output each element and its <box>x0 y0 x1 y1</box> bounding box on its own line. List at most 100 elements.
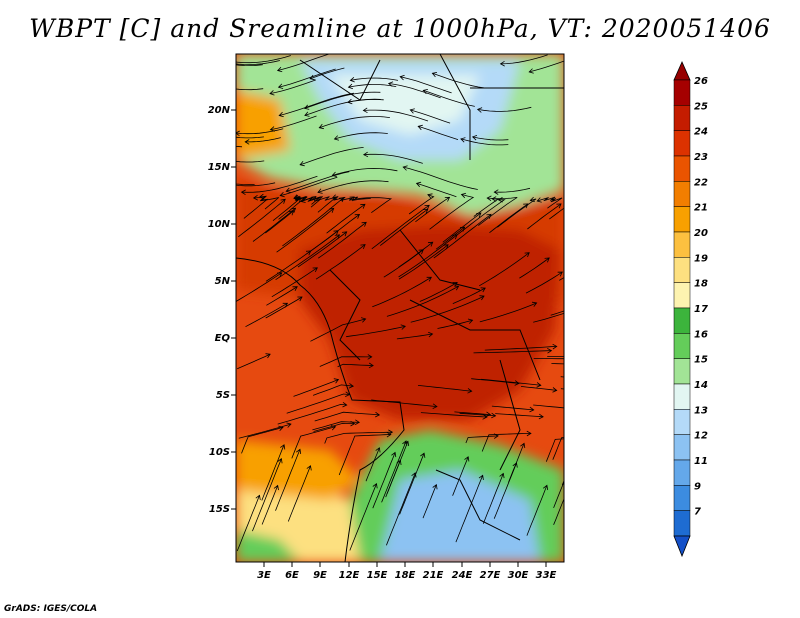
streamline-arrow <box>544 257 550 263</box>
streamline-arrow <box>221 85 225 90</box>
streamline <box>465 435 499 444</box>
streamline <box>275 449 301 511</box>
streamline <box>481 433 531 452</box>
northwest-orange <box>236 90 290 160</box>
streamline <box>560 376 564 378</box>
streamline-arrow <box>557 271 563 277</box>
streamline <box>396 333 433 340</box>
streamline <box>236 55 291 64</box>
streamline-arrow <box>580 305 585 310</box>
colorbar-label-11: 11 <box>694 456 708 467</box>
colorbar-box-12 <box>673 434 691 461</box>
streamline <box>423 90 475 107</box>
streamline-arrow <box>426 276 432 282</box>
streamline-arrow <box>402 165 408 171</box>
colorbar: 26 25 24 23 22 21 20 19 18 17 16 15 14 13 12 11 9 7 <box>673 61 708 558</box>
streamlines <box>215 54 616 552</box>
streamline-arrow <box>333 230 339 236</box>
streamline-arrow <box>215 59 220 64</box>
streamline <box>269 79 317 94</box>
streamline-arrow <box>415 181 422 188</box>
streamline <box>386 285 459 317</box>
streamline-arrow <box>552 387 558 393</box>
streamline <box>304 98 381 116</box>
streamline-arrow <box>420 452 426 458</box>
streamline-arrow <box>258 193 265 200</box>
streamline-arrow <box>486 195 492 202</box>
streamline <box>286 171 350 192</box>
streamline-arrow <box>595 363 599 368</box>
streamline-arrow <box>552 343 558 350</box>
colorbar-box-15 <box>673 358 691 385</box>
streamline-arrow <box>612 433 616 438</box>
streamline <box>293 379 339 397</box>
streamline <box>236 60 280 66</box>
streamline-arrow <box>482 414 488 420</box>
streamline-arrow <box>333 378 340 384</box>
streamline-arrow <box>265 353 271 359</box>
streamline-arrow <box>354 419 360 425</box>
streamline <box>236 495 260 552</box>
streamline <box>372 452 396 509</box>
streamline <box>238 198 286 238</box>
streamline <box>280 176 338 196</box>
streamline <box>282 197 344 247</box>
streamline <box>553 497 564 525</box>
streamline-arrow <box>467 318 474 324</box>
congo-hot-core <box>300 225 560 420</box>
streamline <box>500 54 548 65</box>
streamline-arrow <box>240 189 246 196</box>
south-blue <box>380 470 540 562</box>
streamline <box>429 194 475 230</box>
streamline <box>319 116 390 129</box>
streamline <box>363 153 423 164</box>
streamline <box>533 358 564 360</box>
streamline-arrow <box>391 451 397 458</box>
streamline <box>272 197 302 222</box>
streamline <box>348 84 397 88</box>
streamline-arrow <box>280 198 286 204</box>
streamline <box>236 88 264 91</box>
streamline-arrow <box>279 192 285 198</box>
colorbar-bottom-arrow <box>673 535 691 558</box>
streamline <box>479 252 530 287</box>
streamline-arrow <box>491 196 497 202</box>
streamline <box>308 230 339 253</box>
streamline <box>252 458 282 532</box>
streamline-arrow <box>276 66 283 73</box>
streamline-arrow <box>367 354 373 360</box>
streamline <box>265 296 303 319</box>
streamline-arrow <box>286 422 292 428</box>
streamline <box>456 199 506 236</box>
streamline-arrow <box>409 108 415 114</box>
streamline <box>527 203 562 230</box>
streamline-arrow <box>399 74 405 81</box>
streamline-arrow <box>317 188 323 194</box>
streamline <box>363 109 429 122</box>
streamline <box>398 241 433 268</box>
streamline <box>346 325 406 338</box>
colorbar-label-16: 16 <box>694 329 708 340</box>
colorbar-box-22 <box>673 181 691 207</box>
lat-label-15s: 15S <box>209 504 230 515</box>
colorbar-label-23: 23 <box>694 152 708 163</box>
streamline <box>236 128 284 135</box>
streamline <box>314 411 380 422</box>
streamline <box>484 346 557 351</box>
streamline <box>403 166 478 190</box>
colorbar-label-7: 7 <box>694 507 701 518</box>
streamline-arrow <box>428 331 434 338</box>
streamline <box>452 456 469 496</box>
streamline <box>236 182 276 187</box>
streamline <box>399 453 425 515</box>
streamline <box>379 208 429 246</box>
streamline-arrow <box>277 457 283 464</box>
wbpt-map <box>215 54 616 562</box>
streamline <box>537 196 563 209</box>
streamline <box>420 412 487 418</box>
streamline <box>452 287 486 304</box>
colorbar-label-21: 21 <box>694 203 708 214</box>
streamline <box>551 363 564 365</box>
streamline-arrow <box>493 189 499 195</box>
streamline-arrow <box>556 203 562 209</box>
